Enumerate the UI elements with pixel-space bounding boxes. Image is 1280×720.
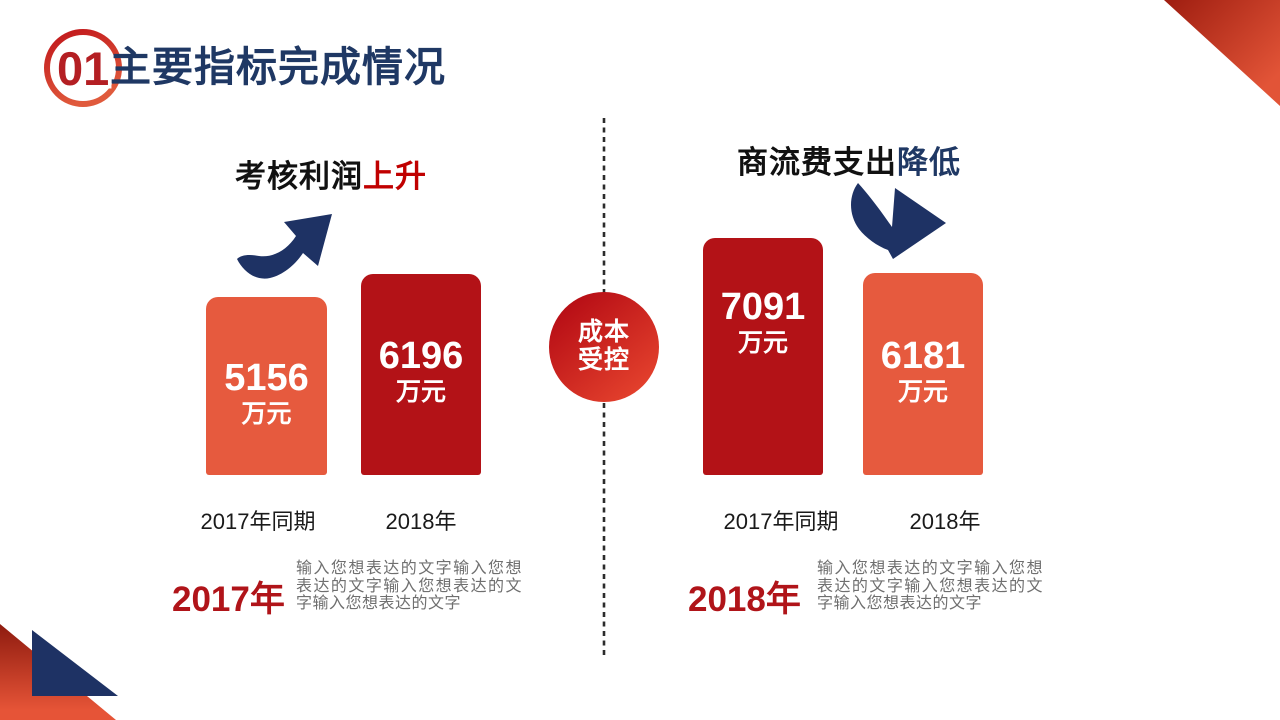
bottom-left-navy-triangle-decoration	[32, 630, 118, 696]
bar-unit: 万元	[737, 329, 788, 357]
left-section-heading: 考核利润上升	[181, 151, 481, 196]
right-section-heading: 商流费支出降低	[699, 137, 999, 182]
up-right-curved-arrow-icon	[237, 214, 332, 279]
bar-unit: 万元	[241, 400, 292, 428]
bar-right-2017: 7091 万元	[703, 238, 823, 475]
bar-category-label: 2018年	[909, 509, 981, 534]
section-number: 01	[57, 42, 109, 95]
page-title: 主要指标完成情况	[110, 44, 446, 90]
left-heading-accent: 上升	[363, 159, 427, 194]
right-heading-main: 商流费支出	[737, 145, 897, 180]
section-number-badge: 01	[44, 29, 122, 107]
bar-value: 7091	[720, 286, 806, 328]
bar-category-label: 2017年同期	[723, 509, 839, 534]
badge-line1: 成本	[577, 318, 630, 346]
bar-value: 6181	[880, 335, 966, 377]
bar-value: 6196	[378, 335, 464, 377]
right-footer-placeholder-text: 输入您想表达的文字输入您想表达的文字输入您想表达的文字输入您想表达的文字	[817, 560, 1043, 612]
badge-line2: 受控	[577, 346, 630, 374]
bar-right-2018: 6181 万元	[863, 273, 983, 475]
right-heading-accent: 降低	[897, 145, 961, 180]
bar-left-2017: 5156 万元	[206, 297, 327, 475]
bar-unit: 万元	[897, 378, 948, 406]
left-heading-main: 考核利润	[235, 159, 363, 194]
bar-left-2018: 6196 万元	[361, 274, 481, 475]
bar-category-label: 2018年	[385, 509, 457, 534]
bar-unit: 万元	[395, 378, 446, 406]
bar-value: 5156	[224, 357, 309, 399]
cost-controlled-badge: 成本 受控	[549, 292, 659, 402]
left-footer-placeholder-text: 输入您想表达的文字输入您想表达的文字输入您想表达的文字输入您想表达的文字	[296, 560, 522, 612]
left-footer-year: 2017年	[172, 580, 285, 619]
number-ring-icon	[44, 29, 122, 107]
down-right-curved-arrow-icon	[851, 183, 946, 259]
top-right-triangle-decoration	[1164, 0, 1280, 106]
right-footer-year: 2018年	[688, 580, 801, 619]
bar-category-label: 2017年同期	[200, 509, 316, 534]
